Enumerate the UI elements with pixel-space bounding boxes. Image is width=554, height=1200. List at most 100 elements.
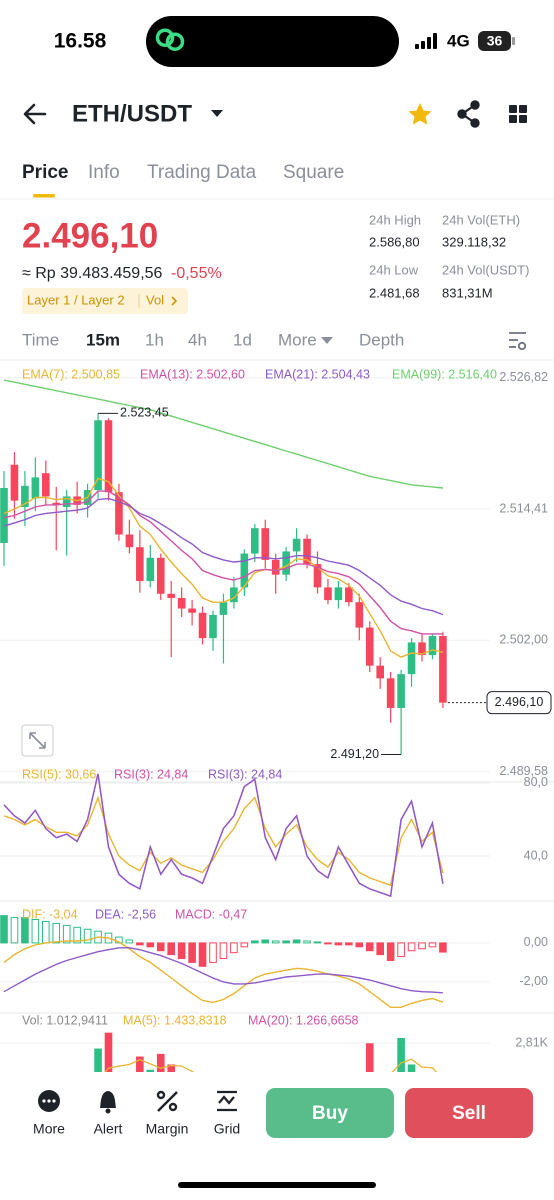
tab[interactable]: Info xyxy=(88,162,120,183)
tab[interactable]: Price xyxy=(22,162,68,183)
grid-icon[interactable] xyxy=(217,1090,237,1112)
candle-body xyxy=(62,496,71,508)
y-tick-label: 2.489,58 xyxy=(499,764,548,778)
stat-label: 24h Low xyxy=(369,262,419,277)
timeframe[interactable]: 1h xyxy=(145,330,164,349)
stat-label: 24h High xyxy=(369,212,421,227)
stat-value: 831,31M xyxy=(442,285,493,300)
macd-bar xyxy=(313,941,322,944)
dynamic-island xyxy=(146,16,399,67)
y-tick-label: 80,0 xyxy=(524,775,548,789)
sell-label[interactable]: Sell xyxy=(452,1103,486,1124)
layout-button[interactable] xyxy=(509,105,527,123)
timeframe[interactable]: 4h xyxy=(188,330,207,349)
action-label[interactable]: Grid xyxy=(214,1121,240,1137)
macd-bar xyxy=(355,942,364,948)
candle-body xyxy=(42,473,50,497)
candle-body xyxy=(94,420,102,491)
candle-body xyxy=(146,557,155,582)
tag[interactable]: Layer 1 / Layer 2 xyxy=(27,292,125,307)
macd-bar xyxy=(0,915,8,944)
legend-entry: RSI(5): 30,66 xyxy=(22,767,96,781)
tag[interactable]: Vol xyxy=(146,292,164,307)
candle-body xyxy=(104,420,113,493)
timeframe[interactable]: 15m xyxy=(86,330,120,349)
alert-icon[interactable] xyxy=(100,1091,116,1108)
candle-body xyxy=(261,528,270,560)
legend-entry: EMA(21): 2.504,43 xyxy=(265,367,370,381)
buy-label[interactable]: Buy xyxy=(312,1103,348,1124)
indicator-line xyxy=(3,379,443,489)
macd-bar xyxy=(52,922,61,944)
macd-bar xyxy=(386,942,395,961)
high-annotation: 2.523,45 xyxy=(120,406,169,420)
stat-value: 2.481,68 xyxy=(369,285,420,300)
action-label[interactable]: Margin xyxy=(146,1121,189,1137)
candle-body xyxy=(115,492,123,535)
pair-dropdown[interactable] xyxy=(211,110,223,117)
candle-body xyxy=(209,614,217,639)
macd-bar xyxy=(198,942,207,967)
candle-body xyxy=(0,487,8,543)
timeframe[interactable]: Depth xyxy=(359,330,404,349)
low-annotation: 2.491,20 xyxy=(330,747,379,761)
candle-body xyxy=(345,587,353,603)
legend-entry: DEA: -2,56 xyxy=(95,907,156,921)
candle-body xyxy=(167,593,175,598)
candle-body xyxy=(407,642,416,675)
macd-bar xyxy=(271,940,280,944)
macd-bar xyxy=(177,942,186,960)
indicator-line xyxy=(3,773,444,898)
macd-bar xyxy=(303,940,311,944)
tag-box[interactable] xyxy=(22,288,188,314)
macd-bar xyxy=(324,942,332,945)
macd-bar xyxy=(230,942,238,954)
candle-body xyxy=(251,528,259,554)
candle-body xyxy=(303,538,311,565)
candle-body xyxy=(376,665,384,679)
legend-entry: MA(20): 1.266,6658 xyxy=(248,1013,359,1027)
legend-entry: EMA(7): 2.500,85 xyxy=(22,367,120,381)
candle-body xyxy=(31,477,40,499)
y-tick-label: 2,81K xyxy=(515,1035,548,1049)
timeframe[interactable]: Time xyxy=(22,330,59,349)
macd-bar xyxy=(31,919,40,944)
indicator-line xyxy=(3,795,444,887)
tab[interactable]: Trading Data xyxy=(147,162,257,183)
candle-body xyxy=(292,538,301,552)
action-label[interactable]: Alert xyxy=(94,1121,123,1137)
macd-bar xyxy=(282,940,290,944)
candle-body xyxy=(188,608,196,613)
candle-body xyxy=(156,557,165,594)
stat-label: 24h Vol(USDT) xyxy=(442,262,529,277)
island-icon xyxy=(155,28,185,51)
share-button[interactable] xyxy=(457,100,480,128)
action-label[interactable]: More xyxy=(33,1121,65,1137)
timeframe[interactable]: More xyxy=(278,330,317,349)
macd-bar xyxy=(73,926,81,944)
signal-icon xyxy=(415,33,437,49)
more-dropdown[interactable] xyxy=(321,337,333,344)
chart-settings[interactable] xyxy=(509,332,527,351)
last-price-box xyxy=(486,691,552,715)
buy-button[interactable] xyxy=(266,1088,394,1138)
y-tick-label: 2.514,41 xyxy=(499,501,548,515)
sell-button[interactable] xyxy=(405,1088,533,1138)
candle-body xyxy=(334,587,343,601)
macd-bar xyxy=(209,942,217,963)
macd-bar xyxy=(21,917,29,944)
macd-bar xyxy=(418,942,426,950)
tab[interactable]: Square xyxy=(283,162,344,183)
back-button[interactable] xyxy=(23,103,47,125)
fullscreen-icon xyxy=(29,732,46,749)
macd-bar xyxy=(261,939,270,944)
timeframe[interactable]: 1d xyxy=(233,330,252,349)
legend-entry: Vol: 1.012,9411 xyxy=(22,1013,108,1027)
favorite-button[interactable] xyxy=(408,103,432,125)
candle-body xyxy=(365,627,374,666)
margin-icon[interactable] xyxy=(156,1090,178,1112)
y-tick-label: 0,00 xyxy=(524,935,548,949)
macd-bar xyxy=(345,942,353,946)
pair-title[interactable]: ETH/USDT xyxy=(72,100,192,127)
indicator-line xyxy=(3,497,444,616)
